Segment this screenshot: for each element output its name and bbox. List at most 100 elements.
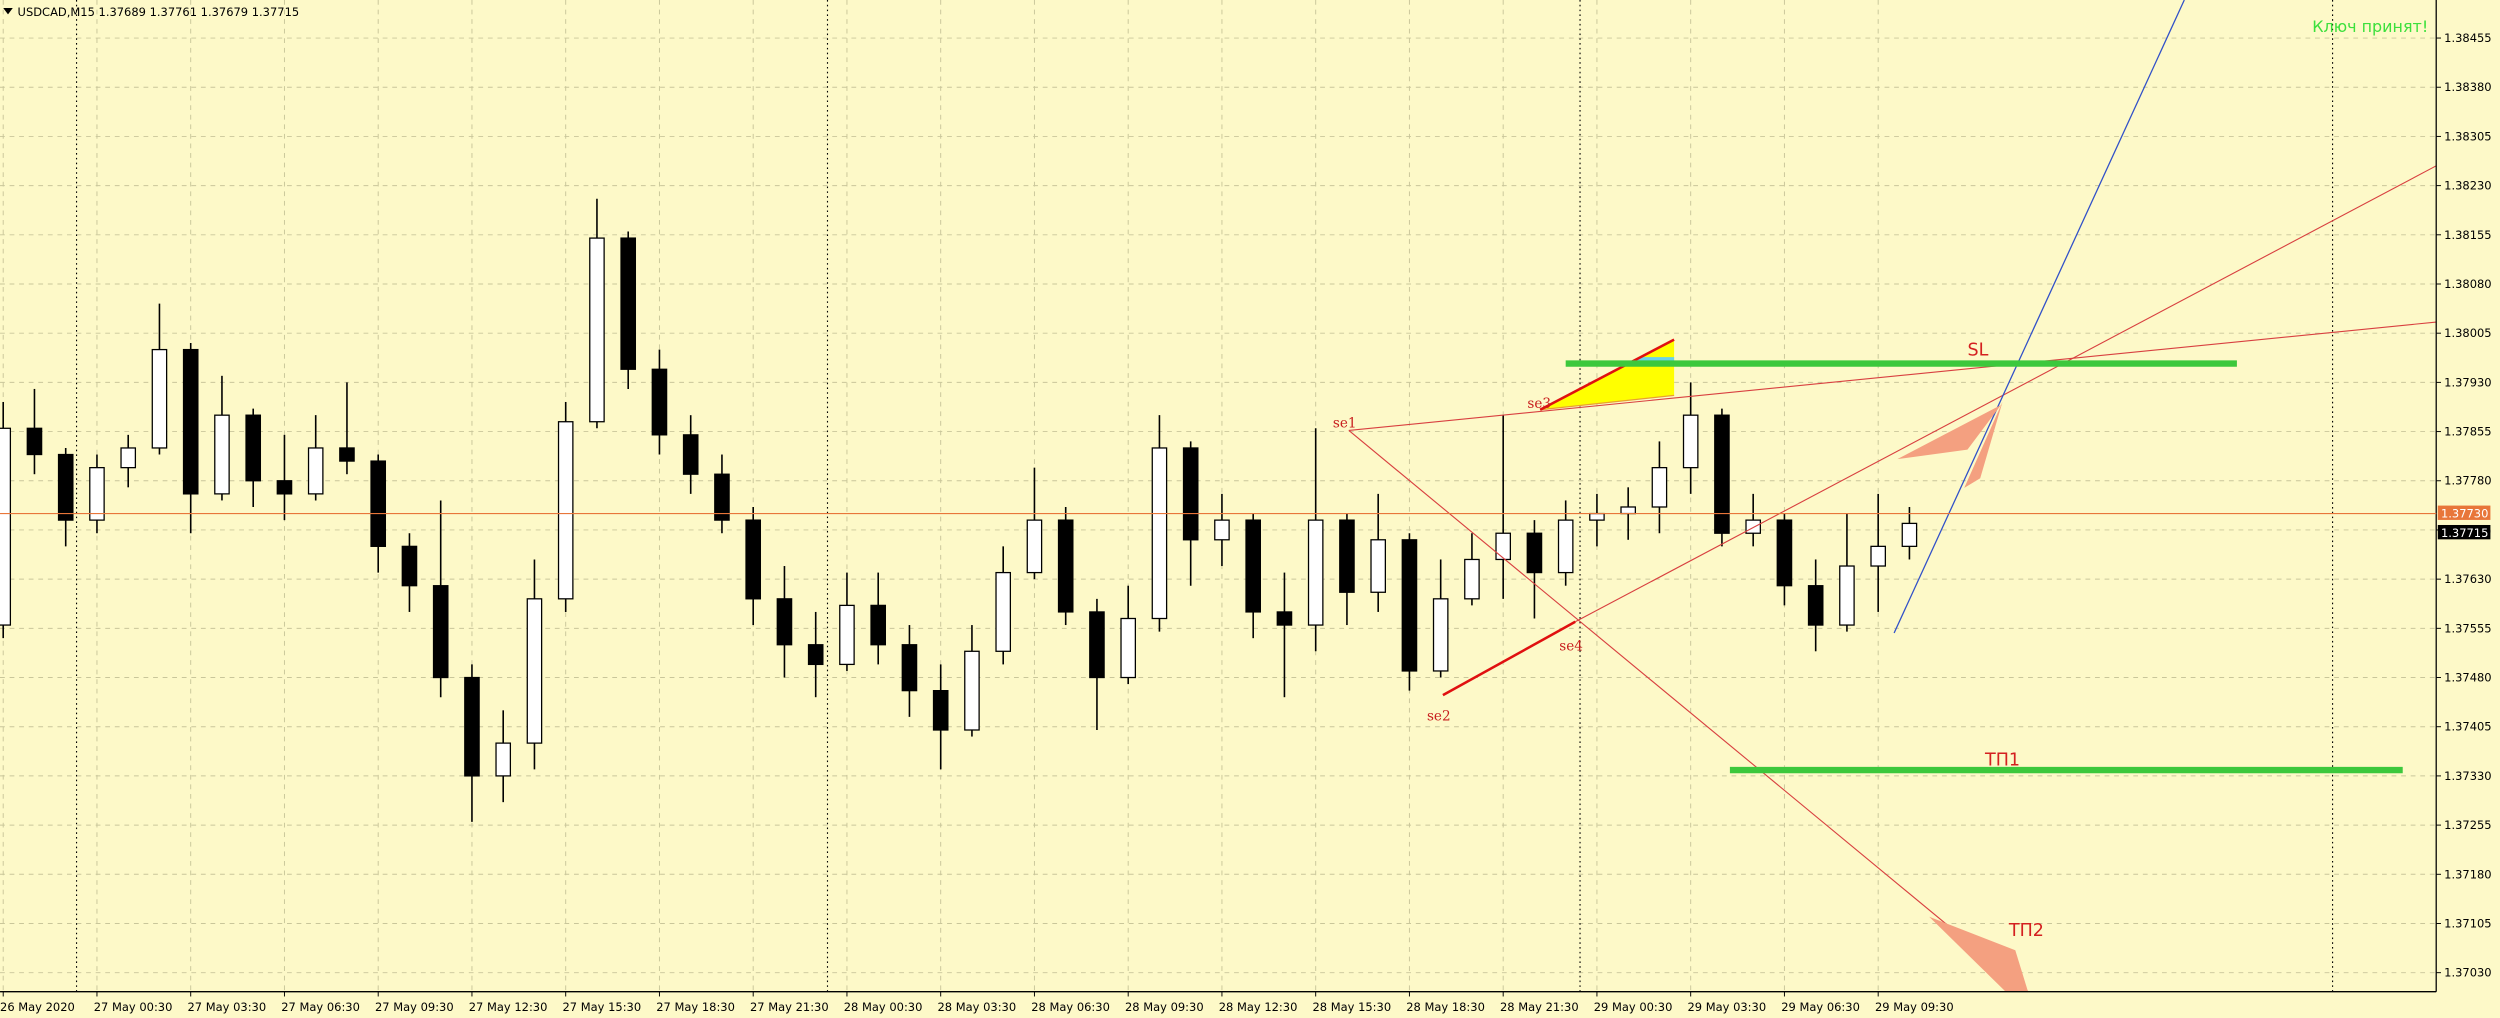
candle-body bbox=[1620, 506, 1636, 515]
candle-body bbox=[1182, 447, 1199, 541]
y-tick-label: 1.37180 bbox=[2444, 867, 2491, 881]
candle-body bbox=[1089, 611, 1105, 679]
candle-body bbox=[370, 460, 387, 547]
bid-label: 1.37715 bbox=[2441, 526, 2488, 540]
x-tick-label: 28 May 00:30 bbox=[844, 1000, 923, 1014]
candle-body bbox=[714, 473, 730, 521]
drawings: se1 se2 se3 se4 SL ТП1 ТП2 bbox=[1333, 0, 2437, 993]
x-tick-label: 27 May 15:30 bbox=[563, 1000, 642, 1014]
candle-body bbox=[495, 742, 512, 777]
blue-line bbox=[1893, 0, 2185, 634]
ask-label: 1.37730 bbox=[2441, 507, 2488, 521]
candle-body bbox=[745, 519, 762, 600]
candle-body bbox=[1682, 414, 1699, 469]
candle-body bbox=[526, 598, 543, 744]
y-tick-label: 1.38230 bbox=[2444, 179, 2491, 193]
candle-body bbox=[1401, 539, 1418, 672]
y-tick-label: 1.37555 bbox=[2444, 621, 2491, 635]
candle-body bbox=[182, 348, 199, 495]
candle-body bbox=[1870, 545, 1886, 567]
x-tick-label: 27 May 03:30 bbox=[188, 1000, 267, 1014]
candle-body bbox=[1807, 585, 1824, 626]
candle-body bbox=[1276, 611, 1293, 626]
candle-body bbox=[1120, 617, 1137, 679]
x-tick-label: 29 May 03:30 bbox=[1687, 1000, 1766, 1014]
menu-arrow[interactable] bbox=[3, 7, 13, 15]
y-tick-label: 1.38305 bbox=[2444, 129, 2491, 143]
ask-tag bbox=[2437, 505, 2491, 520]
candle-body bbox=[401, 545, 418, 587]
arrow bbox=[1964, 401, 2003, 488]
y-tick-label: 1.38005 bbox=[2444, 326, 2491, 340]
candle-body bbox=[776, 598, 793, 646]
trend-line-bold bbox=[1539, 338, 1675, 411]
candle-body bbox=[1245, 519, 1262, 613]
x-tick-label: 28 May 03:30 bbox=[938, 1000, 1017, 1014]
x-tick-label: 27 May 00:30 bbox=[94, 1000, 173, 1014]
chart-header: USDCAD,M15 1.37689 1.37761 1.37679 1.377… bbox=[18, 5, 300, 19]
x-tick-label: 28 May 15:30 bbox=[1312, 1000, 1391, 1014]
candle-body bbox=[214, 414, 230, 495]
trend-line bbox=[1348, 321, 2437, 432]
x-tick-label: 27 May 21:30 bbox=[750, 1000, 829, 1014]
notice: Ключ принят! bbox=[2312, 17, 2428, 36]
triangle-edge bbox=[1540, 394, 1675, 411]
candle-body bbox=[1307, 519, 1324, 626]
candle-body bbox=[807, 644, 824, 666]
y-tick-label: 1.37780 bbox=[2444, 474, 2491, 488]
candle-body bbox=[557, 421, 574, 600]
candle-body bbox=[620, 237, 637, 370]
candle-body bbox=[1901, 522, 1918, 547]
annotation: se1 bbox=[1333, 415, 1357, 431]
bid-tag bbox=[2437, 524, 2491, 540]
y-tick-label: 1.37255 bbox=[2444, 818, 2491, 832]
candle-body bbox=[1776, 519, 1793, 587]
trend-line bbox=[1574, 165, 2437, 623]
x-tick-label: 28 May 21:30 bbox=[1500, 1000, 1579, 1014]
x-tick-label: 29 May 00:30 bbox=[1594, 1000, 1673, 1014]
candle-body bbox=[589, 237, 605, 423]
annotation: se4 bbox=[1559, 638, 1583, 654]
annotation: se3 bbox=[1527, 396, 1551, 412]
candle-body bbox=[245, 414, 262, 482]
candle-body bbox=[1495, 532, 1511, 561]
candle-body bbox=[1057, 519, 1074, 613]
candle-body bbox=[464, 676, 480, 777]
y-tick-label: 1.37630 bbox=[2444, 572, 2491, 586]
candle-body bbox=[1370, 539, 1386, 593]
y-tick-label: 1.37105 bbox=[2444, 916, 2491, 930]
trend-line bbox=[1348, 430, 2029, 993]
candle-body bbox=[276, 480, 293, 495]
candle-body bbox=[339, 447, 355, 462]
x-tick-label: 28 May 12:30 bbox=[1219, 1000, 1298, 1014]
x-tick-label: 27 May 09:30 bbox=[375, 1000, 454, 1014]
y-tick-label: 1.37930 bbox=[2444, 375, 2491, 389]
candle-body bbox=[964, 650, 980, 731]
candle-body bbox=[1464, 558, 1480, 600]
candle-body bbox=[1651, 467, 1668, 508]
arrow bbox=[1929, 916, 2029, 992]
y-tick-label: 1.37330 bbox=[2444, 769, 2491, 783]
y-tick-label: 1.38155 bbox=[2444, 228, 2491, 242]
y-tick-label: 1.37030 bbox=[2444, 966, 2491, 980]
candle-body bbox=[1026, 519, 1043, 574]
annotation: ТП1 bbox=[1984, 750, 2020, 770]
trend-line-bold bbox=[1442, 620, 1576, 697]
x-tick-label: 29 May 06:30 bbox=[1781, 1000, 1860, 1014]
candle-body bbox=[1714, 414, 1730, 534]
y-tick-label: 1.38380 bbox=[2444, 80, 2491, 94]
candle-body bbox=[1151, 447, 1168, 620]
candle-body bbox=[89, 467, 105, 521]
candle-body bbox=[151, 348, 168, 449]
y-tick-label: 1.37405 bbox=[2444, 720, 2491, 734]
annotation: se2 bbox=[1427, 709, 1451, 725]
arrow bbox=[1897, 404, 2001, 460]
y-tick-label: 1.38455 bbox=[2444, 31, 2491, 45]
annotation: ТП2 bbox=[2008, 921, 2044, 941]
y-tick-label: 1.37855 bbox=[2444, 425, 2491, 439]
annotation: SL bbox=[1967, 341, 1988, 361]
candle-body bbox=[839, 604, 855, 666]
candle-body bbox=[1526, 532, 1543, 574]
candle-body bbox=[1589, 512, 1605, 521]
